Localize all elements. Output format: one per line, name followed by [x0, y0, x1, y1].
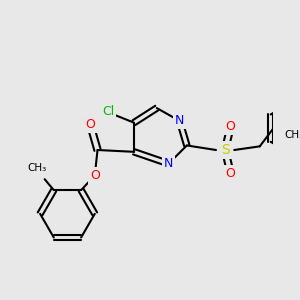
Text: O: O: [90, 169, 100, 182]
Text: N: N: [175, 114, 184, 127]
Text: O: O: [226, 120, 236, 133]
Text: O: O: [85, 118, 95, 131]
Text: S: S: [221, 143, 230, 157]
Text: Cl: Cl: [102, 105, 115, 118]
Text: CH₃: CH₃: [28, 163, 47, 173]
Text: CH₃: CH₃: [285, 130, 300, 140]
Text: O: O: [226, 167, 236, 180]
Text: N: N: [164, 157, 173, 170]
